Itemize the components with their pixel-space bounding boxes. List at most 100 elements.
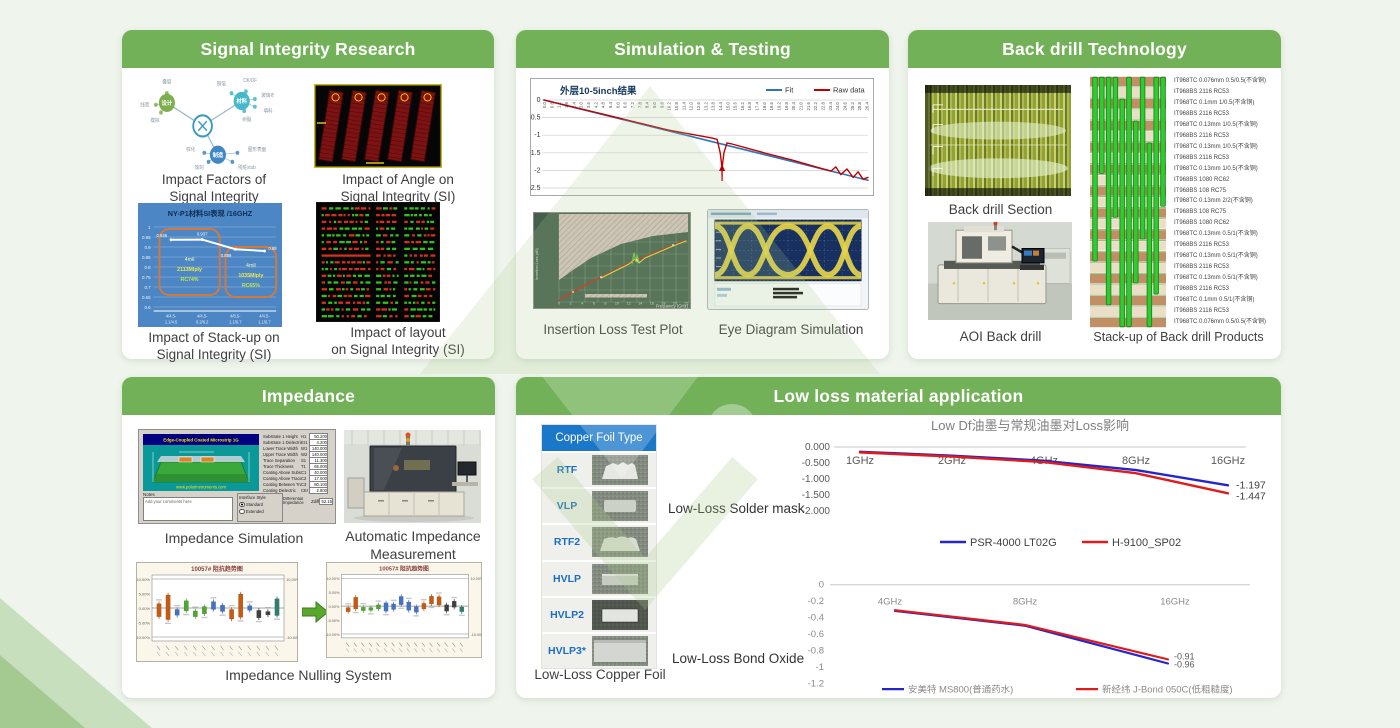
stackup-layer-label: IT968BS 2116 RC53 bbox=[1174, 242, 1229, 249]
card-body: 外层10-5inch结果 Fit Raw data 0 -0.5 -1 -1.5 -2 -2.5… bbox=[516, 68, 889, 359]
impedance-simulation-screenshot: Edge-Coupled Coated Microstrip 1G www.pol… bbox=[138, 429, 336, 524]
caption-aoi: AOI Back drill bbox=[959, 329, 1042, 344]
sim-style-option-label: Extended bbox=[246, 508, 264, 514]
label: 10 bbox=[615, 302, 619, 306]
sim-style-option-label: Standard bbox=[246, 501, 263, 507]
sim-interface-style: Interface Style Standard Extended bbox=[237, 493, 283, 522]
radio-icon[interactable] bbox=[239, 501, 245, 507]
caption-stackup-products: Stack-up of Back drill Products bbox=[1093, 330, 1264, 344]
x-tick-label: 9.0 bbox=[652, 101, 657, 108]
label: 8GHz bbox=[1122, 455, 1150, 467]
label: 树脂 bbox=[242, 116, 251, 123]
label: 图形表面 bbox=[248, 146, 266, 153]
label: -1.2 bbox=[808, 677, 824, 688]
label: 18 bbox=[661, 302, 665, 306]
sim-interface-style-label: Interface Style bbox=[239, 495, 266, 500]
stackup-layer-label: IT968TC 0.13mm 0.5/1(不含铜) bbox=[1174, 253, 1258, 260]
sim-style-option[interactable]: Standard bbox=[239, 501, 281, 507]
label: Low Df油墨与常规油墨对Loss影响 bbox=[931, 418, 1129, 433]
copper-foil-type-label: HVLP bbox=[552, 572, 581, 585]
x-tick-label: 25.2 bbox=[850, 101, 855, 110]
label: 铜箔 bbox=[217, 80, 226, 87]
label: 4/4.5- bbox=[166, 313, 177, 318]
x-tick-label: 18.0 bbox=[762, 101, 767, 110]
sim-result-label: Differential Impedance bbox=[283, 496, 304, 506]
label: 16GHz bbox=[1160, 595, 1190, 606]
label: 0 bbox=[819, 579, 824, 590]
label: 设计 bbox=[162, 99, 173, 107]
label: 0.936 bbox=[156, 233, 167, 238]
label: 1.1/6.7 bbox=[229, 319, 242, 324]
x-tick-label: 12.0 bbox=[689, 101, 694, 110]
impedance-trend-chart-before: 10057# 阻抗趋势图 10.00% 5.00% 0.00% -5.00% -10.00… bbox=[136, 562, 298, 662]
label: -1.197 bbox=[1236, 479, 1266, 491]
stackup-layer-label: IT968BS 2116 RC53 bbox=[1174, 264, 1229, 271]
label: 6.2/6.2 bbox=[196, 319, 209, 324]
sim-result-code: Zdiff bbox=[311, 498, 320, 504]
sim-field-label: Coating Above Substrate bbox=[263, 470, 301, 476]
card-title-low-loss: Low loss material application bbox=[516, 377, 1281, 415]
stackup-layer-label: IT968TC 0.13mm 1/0.5(不含铜) bbox=[1174, 121, 1258, 128]
sim-field-code: C3 bbox=[301, 482, 307, 488]
radio-icon[interactable] bbox=[239, 508, 245, 514]
label: 5.00% bbox=[139, 592, 151, 597]
x-tick-label: 19.2 bbox=[777, 101, 782, 110]
label: Raw data bbox=[833, 86, 866, 95]
label: 1GHz bbox=[846, 455, 874, 467]
copper-foil-rows: RTF VLP RTF2 HVLP HVLP2 HVLP3* bbox=[542, 451, 656, 669]
sim-field-label: Substrate 1 Dielectric bbox=[263, 439, 301, 445]
label: -0.6 bbox=[808, 628, 824, 639]
x-tick-label: 5.4 bbox=[608, 101, 613, 108]
copper-foil-type-label: VLP bbox=[556, 500, 578, 513]
copper-foil-type-label: HVLP3* bbox=[548, 645, 586, 658]
label: 0.85 bbox=[142, 255, 151, 260]
label: -0.2 bbox=[808, 595, 824, 606]
label: NY-P1材料SI表现 /16GHZ bbox=[168, 209, 253, 218]
sim-tool-graphic: Edge-Coupled Coated Microstrip 1G www.pol… bbox=[143, 434, 259, 496]
label: 4/4.5- bbox=[197, 313, 208, 318]
card-title-impedance: Impedance bbox=[122, 377, 495, 415]
label: 0.00% bbox=[139, 606, 151, 611]
sim-field-label: Trace Separation bbox=[263, 457, 295, 463]
label: 0.95 bbox=[142, 235, 151, 240]
watermark-corner-dark bbox=[0, 655, 85, 728]
x-tick-label: 17.4 bbox=[755, 101, 760, 110]
caption-impedance-nulling: Impedance Nulling System bbox=[225, 667, 392, 683]
sim-field-value[interactable]: 2.800 bbox=[309, 487, 328, 495]
x-tick-label: 22.8 bbox=[821, 101, 826, 110]
stackup-layer-label: IT968BS 108 RC75 bbox=[1174, 187, 1227, 194]
label: -10.00% bbox=[136, 635, 150, 640]
sim-field-label: Trace Thickness bbox=[263, 464, 294, 470]
layout-pcb-image bbox=[316, 202, 440, 322]
copper-foil-row: RTF bbox=[542, 451, 656, 488]
aoi-machine-image bbox=[928, 222, 1072, 320]
label: 0.9 bbox=[144, 245, 151, 250]
sim-field-label: Substrate 1 Height bbox=[263, 433, 298, 439]
label: 6 bbox=[593, 302, 595, 306]
sim-field-code: CEr bbox=[301, 488, 309, 494]
label: -0.96 bbox=[1174, 660, 1195, 670]
label-bond-oxide: Low-Loss Bond Oxide bbox=[672, 651, 805, 666]
label: -10.00% bbox=[470, 633, 482, 637]
arrow-right-icon bbox=[302, 600, 328, 624]
label: -0.91 bbox=[1174, 652, 1195, 662]
stackup-layer-label: IT968TC 0.1mm 1/0.5(不含铜) bbox=[1174, 99, 1255, 106]
label: 棕化 bbox=[186, 146, 195, 153]
sim-field-label: Lower Trace Width bbox=[263, 445, 298, 451]
stackup-layer-label: IT968TC 0.076mm 0.5/0.5(不含铜) bbox=[1174, 78, 1267, 84]
label: 4mil bbox=[185, 257, 195, 263]
copper-foil-cross-section-image bbox=[592, 563, 648, 594]
sim-notes-box[interactable]: Add your comments here bbox=[143, 497, 233, 521]
sim-tool-fields: Substrate 1 Height H1 50.200 Substrate 1 Di… bbox=[263, 432, 333, 495]
copper-foil-row: HVLP2 bbox=[542, 595, 656, 632]
label: 线宽 bbox=[140, 101, 149, 108]
label: 材料 bbox=[236, 97, 248, 105]
x-tick-label: 13.2 bbox=[703, 101, 708, 110]
label: 0.8 bbox=[144, 265, 151, 270]
sim-field-row: Coating Dielectric CEr 2.800 bbox=[263, 487, 333, 495]
sim-field-code: Er1 bbox=[301, 439, 308, 445]
copper-foil-type-label: HVLP2 bbox=[550, 608, 584, 621]
copper-foil-cross-section-image bbox=[592, 455, 648, 486]
sim-style-option[interactable]: Extended bbox=[239, 508, 281, 514]
